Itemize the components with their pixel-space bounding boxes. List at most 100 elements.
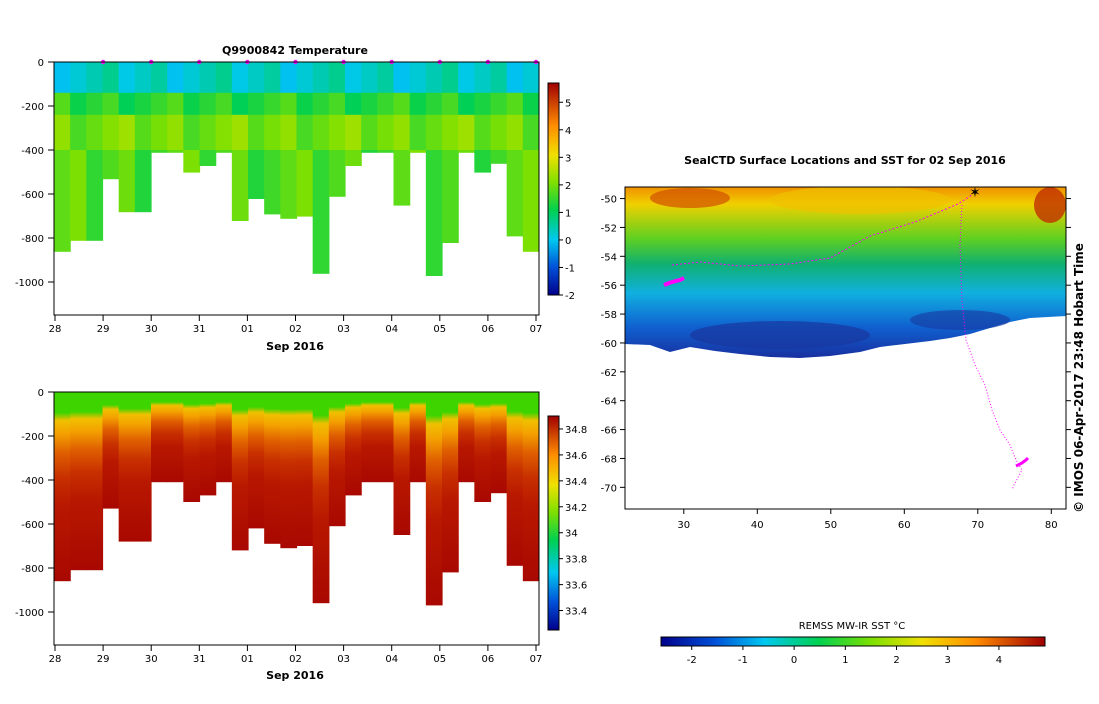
temperature-cell bbox=[86, 114, 104, 151]
temperature-cell bbox=[522, 150, 539, 252]
temperature-cell bbox=[54, 62, 71, 94]
temperature-cell bbox=[522, 62, 539, 94]
temperature-y-ticks: 0 -200 -400 -600 -800 -1000 bbox=[15, 58, 54, 289]
temperature-cell bbox=[345, 92, 362, 116]
salinity-cell bbox=[393, 392, 411, 535]
temperature-cell bbox=[458, 150, 475, 153]
x-tick-label: 06 bbox=[482, 324, 495, 335]
temperature-cell bbox=[296, 62, 314, 94]
salinity-x-ticks: 28 29 30 31 01 02 03 04 05 06 07 bbox=[49, 645, 542, 665]
x-tick-label: 03 bbox=[337, 654, 350, 665]
temperature-cell bbox=[183, 150, 201, 173]
temperature-cell bbox=[312, 114, 330, 151]
temperature-cell bbox=[442, 92, 459, 116]
x-tick-label: 29 bbox=[97, 654, 110, 665]
temperature-cell bbox=[328, 92, 346, 116]
temperature-cell bbox=[248, 62, 265, 94]
map-x-tick-label: 80 bbox=[1045, 520, 1058, 531]
temperature-cell bbox=[70, 114, 87, 151]
temperature-cell bbox=[167, 92, 184, 116]
salinity-cell bbox=[199, 392, 217, 496]
temperature-cell bbox=[312, 150, 330, 274]
temperature-cell bbox=[393, 150, 411, 206]
temperature-cell bbox=[442, 150, 459, 243]
temperature-cell bbox=[102, 150, 120, 180]
temperature-cell bbox=[458, 114, 475, 151]
temperature-cell bbox=[199, 62, 217, 94]
temperature-heatmap bbox=[54, 62, 539, 276]
temperature-cell bbox=[442, 62, 459, 94]
temperature-cell bbox=[328, 62, 346, 94]
temperature-cell bbox=[231, 92, 249, 116]
y-tick-label: 0 bbox=[38, 58, 44, 69]
salinity-cell bbox=[474, 392, 492, 502]
map-x-tick-label: 60 bbox=[898, 520, 911, 531]
temperature-cell bbox=[425, 62, 443, 94]
temperature-cell bbox=[134, 92, 152, 116]
temperature-cell bbox=[425, 150, 443, 276]
sst-colorbar bbox=[660, 636, 1046, 647]
temperature-cell bbox=[361, 114, 378, 151]
x-tick-label: 30 bbox=[145, 324, 158, 335]
salinity-cell bbox=[70, 392, 87, 571]
map-y-tick-label: -62 bbox=[601, 368, 617, 379]
temperature-cell bbox=[506, 114, 524, 151]
y-tick-label: -400 bbox=[21, 146, 44, 157]
temperature-cell bbox=[393, 92, 411, 116]
temperature-cell bbox=[296, 150, 314, 217]
temperature-cell bbox=[70, 92, 87, 116]
colorbar-tick-label: 34.6 bbox=[565, 451, 587, 462]
temperature-cell bbox=[151, 62, 168, 94]
x-tick-label: 02 bbox=[289, 654, 302, 665]
temperature-cell bbox=[296, 114, 314, 151]
map-y-tick-label: -66 bbox=[601, 426, 617, 437]
salinity-cell bbox=[248, 392, 265, 529]
y-tick-label: -600 bbox=[21, 190, 44, 201]
temperature-cell bbox=[458, 62, 475, 94]
map-y-tick-label: -70 bbox=[601, 483, 617, 494]
temperature-cell bbox=[215, 62, 233, 94]
colorbar-tick-label: 34.8 bbox=[565, 425, 587, 436]
temperature-cell bbox=[280, 114, 298, 151]
temperature-colorbar bbox=[547, 82, 560, 296]
temperature-cell bbox=[183, 92, 201, 116]
map-y-tick-label: -52 bbox=[601, 223, 617, 234]
colorbar-tick-label: 4 bbox=[565, 126, 571, 137]
salinity-cell bbox=[328, 392, 346, 527]
temperature-cell bbox=[215, 114, 233, 151]
sst-colorbar-tick-label: 3 bbox=[945, 655, 951, 666]
y-tick-label: -1000 bbox=[15, 278, 44, 289]
x-tick-label: 06 bbox=[482, 654, 495, 665]
temperature-cell bbox=[345, 62, 362, 94]
temperature-cell bbox=[393, 114, 411, 151]
temperature-cell bbox=[183, 62, 201, 94]
sst-colorbar-label: REMSS MW-IR SST °C bbox=[799, 621, 906, 632]
salinity-cell bbox=[425, 392, 443, 606]
temperature-cell bbox=[377, 114, 395, 151]
y-tick-label: -200 bbox=[21, 102, 44, 113]
temperature-cell bbox=[506, 62, 524, 94]
temperature-cell bbox=[474, 92, 492, 116]
temperature-cell bbox=[151, 150, 168, 153]
salinity-cell bbox=[442, 392, 459, 573]
temperature-cell bbox=[490, 62, 508, 94]
sst-colorbar-tick-label: 2 bbox=[893, 655, 899, 666]
colorbar-tick-label: 33.4 bbox=[565, 607, 587, 618]
salinity-cell bbox=[361, 392, 378, 483]
temperature-cell bbox=[264, 114, 281, 151]
colorbar-tick-label: 3 bbox=[565, 153, 571, 164]
temperature-cell bbox=[199, 114, 217, 151]
temperature-cell bbox=[409, 114, 427, 151]
x-tick-label: 04 bbox=[385, 324, 398, 335]
salinity-cell bbox=[409, 392, 427, 483]
temperature-cell bbox=[215, 150, 233, 153]
temperature-cell bbox=[377, 92, 395, 116]
temperature-cell bbox=[118, 92, 136, 116]
temperature-cell bbox=[264, 92, 281, 116]
x-tick-label: 01 bbox=[241, 324, 254, 335]
colorbar-tick-label: 2 bbox=[565, 181, 571, 192]
colorbar-tick-label: 1 bbox=[565, 208, 571, 219]
sst-map-panel: SealCTD Surface Locations and SST for 02… bbox=[601, 154, 1086, 666]
salinity-cell bbox=[215, 392, 233, 483]
